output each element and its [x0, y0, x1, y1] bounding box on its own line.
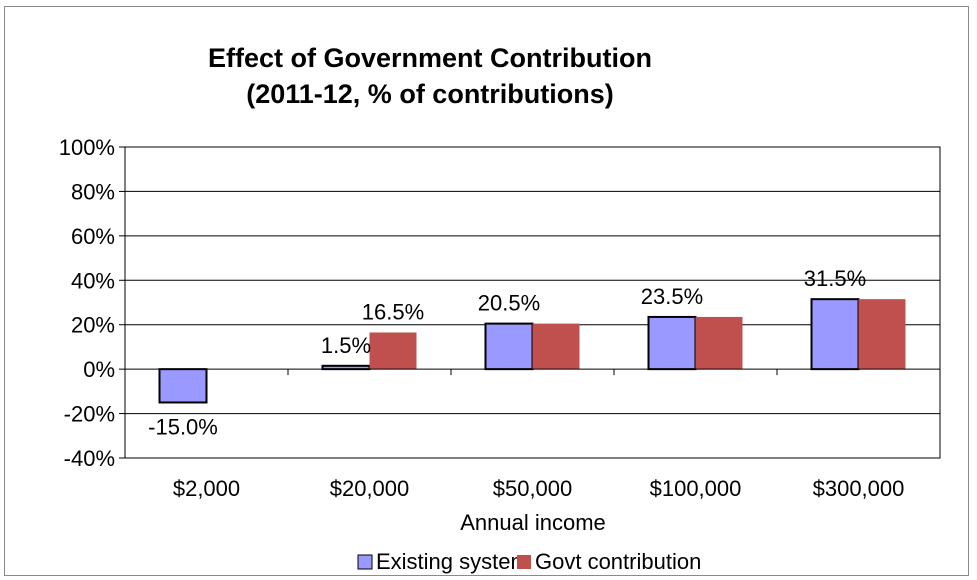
data-label-govt-contribution: 16.5%	[362, 299, 424, 324]
y-tick-label: 80%	[71, 179, 115, 204]
x-tick-label: $20,000	[330, 476, 410, 501]
chart-title-line-2: (2011-12, % of contributions)	[246, 79, 614, 109]
legend-label-existing-system: Existing system	[376, 549, 529, 574]
y-tick-label: -40%	[64, 446, 115, 471]
bar-govt-contribution	[858, 299, 906, 370]
bar-existing-system	[810, 298, 860, 371]
y-tick-label: 100%	[59, 135, 115, 160]
y-tick-label: 20%	[71, 313, 115, 338]
y-tick-label: 0%	[83, 357, 115, 382]
legend: Existing system Govt contribution	[357, 549, 701, 574]
data-label-existing-system: 1.5%	[321, 333, 371, 358]
legend-label-govt-contribution: Govt contribution	[535, 549, 701, 574]
legend-swatch-existing-system	[357, 554, 373, 570]
x-axis-label: Annual income	[460, 510, 606, 535]
y-axis-tick-labels: 100% 80% 60% 40% 20% 0% -20% -40%	[59, 135, 115, 471]
x-axis-tick-labels: $2,000 $20,000 $50,000 $100,000 $300,000	[173, 476, 905, 501]
bars	[158, 298, 906, 404]
chart-title-line-1: Effect of Government Contribution	[208, 43, 652, 73]
y-tick-label: 60%	[71, 224, 115, 249]
data-label-existing-system: -15.0%	[148, 414, 218, 439]
data-labels: -15.0% 1.5% 20.5% 23.5% 31.5% 16.5%	[148, 266, 866, 439]
x-tick-label: $300,000	[813, 476, 905, 501]
data-label-existing-system: 31.5%	[804, 266, 866, 291]
bar-govt-contribution	[369, 332, 417, 370]
plot-area	[124, 146, 941, 459]
bar-govt-contribution	[695, 316, 743, 370]
legend-swatch-govt-contribution	[517, 555, 531, 569]
chart-frame	[4, 6, 969, 576]
x-tick-label: $2,000	[173, 476, 240, 501]
x-tick-label: $100,000	[650, 476, 742, 501]
y-tick-label: 40%	[71, 268, 115, 293]
y-tick-label: -20%	[64, 402, 115, 427]
bar-existing-system	[158, 368, 208, 404]
data-label-existing-system: 23.5%	[641, 284, 703, 309]
bar-existing-system	[647, 315, 697, 371]
data-label-existing-system: 20.5%	[478, 291, 540, 316]
bar-govt-contribution	[532, 323, 580, 370]
x-tick-label: $50,000	[493, 476, 573, 501]
bar-existing-system	[484, 322, 534, 371]
zero-axis	[125, 368, 940, 376]
